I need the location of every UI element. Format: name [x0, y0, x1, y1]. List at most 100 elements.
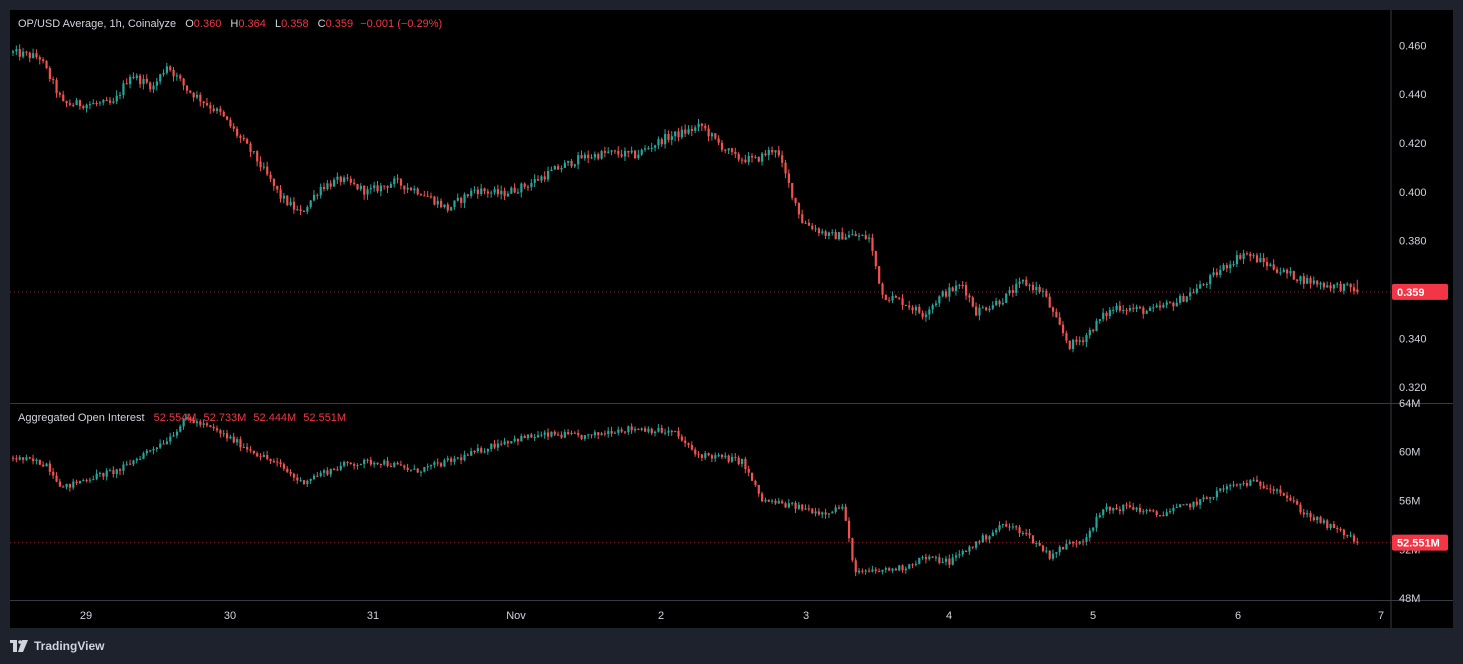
price-body — [1138, 307, 1142, 309]
price-body — [1008, 290, 1011, 294]
oi-candle — [339, 461, 342, 472]
oi-candle — [1021, 530, 1025, 536]
oi-candle — [205, 421, 209, 428]
price-candle — [403, 185, 406, 195]
price-candle — [500, 185, 503, 200]
oi-last-badge-bg — [1392, 534, 1448, 551]
oi-body — [908, 564, 911, 569]
oi-body — [874, 569, 877, 571]
price-candle — [1118, 300, 1122, 313]
oi-candle — [226, 429, 229, 442]
oi-body — [978, 541, 981, 543]
price-candle — [82, 104, 85, 110]
oi-body — [1175, 507, 1178, 509]
chart-svg[interactable]: 0.4600.4400.4200.4000.3800.3600.3400.320… — [10, 10, 1453, 628]
oi-candle — [971, 546, 974, 550]
oi-body — [1182, 504, 1185, 506]
price-candle — [1142, 305, 1145, 319]
oi-candle — [115, 468, 118, 479]
oi-body — [1309, 513, 1312, 518]
price-candle — [466, 193, 469, 198]
oi-body — [105, 470, 108, 477]
price-body — [1122, 310, 1125, 312]
price-body — [209, 105, 212, 109]
oi-candle — [406, 463, 409, 472]
oi-body — [834, 507, 837, 512]
price-body — [1142, 307, 1145, 314]
oi-candle — [1098, 512, 1101, 519]
oi-candle — [276, 457, 279, 467]
price-body — [1058, 317, 1061, 325]
oi-body — [259, 456, 262, 458]
price-body — [1209, 275, 1212, 285]
oi-body — [306, 480, 309, 485]
oi-body — [680, 436, 683, 441]
price-candle — [429, 192, 433, 199]
price-candle — [346, 173, 349, 182]
oi-body — [309, 479, 312, 481]
price-candle — [1235, 250, 1239, 268]
oi-body — [640, 428, 643, 430]
oi-body — [466, 454, 469, 456]
oi-candle — [169, 432, 172, 445]
price-candle — [1145, 309, 1148, 314]
oi-candle — [931, 556, 934, 559]
oi-body — [1008, 526, 1011, 528]
oi-body — [108, 470, 112, 472]
price-body — [419, 194, 423, 196]
oi-candle — [1199, 498, 1202, 509]
price-body — [530, 182, 533, 188]
oi-candle — [1045, 546, 1048, 554]
oi-candle — [764, 497, 767, 503]
price-candle — [975, 302, 978, 317]
price-body — [911, 307, 914, 311]
price-body — [503, 190, 506, 197]
oi-candle — [15, 454, 18, 463]
oi-body — [1112, 507, 1115, 511]
price-body — [637, 154, 640, 159]
price-body — [1272, 264, 1275, 270]
tradingview-logo-icon[interactable] — [10, 640, 28, 652]
oi-candle — [1192, 501, 1195, 510]
oi-body — [423, 467, 426, 472]
price-body — [811, 225, 814, 230]
price-candle — [1329, 282, 1332, 292]
price-candle — [787, 169, 790, 188]
oi-candle — [346, 461, 349, 467]
oi-candle — [1011, 523, 1015, 530]
oi-body — [333, 468, 336, 470]
price-candle — [757, 156, 760, 163]
price-candle — [1339, 280, 1342, 293]
price-candle — [172, 67, 175, 82]
time-tick-label: 31 — [367, 610, 379, 622]
price-candle — [450, 206, 453, 211]
oi-body — [647, 428, 650, 432]
oi-candle — [1128, 501, 1132, 509]
oi-candle — [1041, 544, 1045, 553]
price-body — [730, 148, 734, 152]
oi-candle — [704, 450, 707, 461]
oi-candle — [717, 452, 720, 458]
price-candle — [777, 146, 780, 158]
price-candle — [751, 153, 754, 163]
oi-candle — [363, 458, 366, 469]
price-candle — [473, 186, 476, 194]
price-candle — [299, 204, 302, 216]
time-tick-label: 5 — [1090, 610, 1096, 622]
price-body — [272, 178, 276, 186]
oi-candle — [878, 568, 881, 573]
price-body — [88, 104, 92, 106]
price-body — [941, 291, 944, 297]
oi-body — [486, 448, 490, 452]
oi-body — [744, 458, 747, 470]
oi-candle — [102, 472, 105, 480]
price-body — [155, 81, 158, 86]
oi-candle — [286, 466, 289, 474]
footer-brand[interactable]: TradingView — [34, 639, 105, 653]
oi-candle — [951, 553, 954, 566]
oi-candle — [1332, 521, 1336, 529]
oi-body — [1329, 524, 1332, 528]
oi-body — [510, 441, 513, 444]
chart-frame[interactable]: 0.4600.4400.4200.4000.3800.3600.3400.320… — [10, 10, 1453, 628]
price-body — [1021, 279, 1025, 282]
